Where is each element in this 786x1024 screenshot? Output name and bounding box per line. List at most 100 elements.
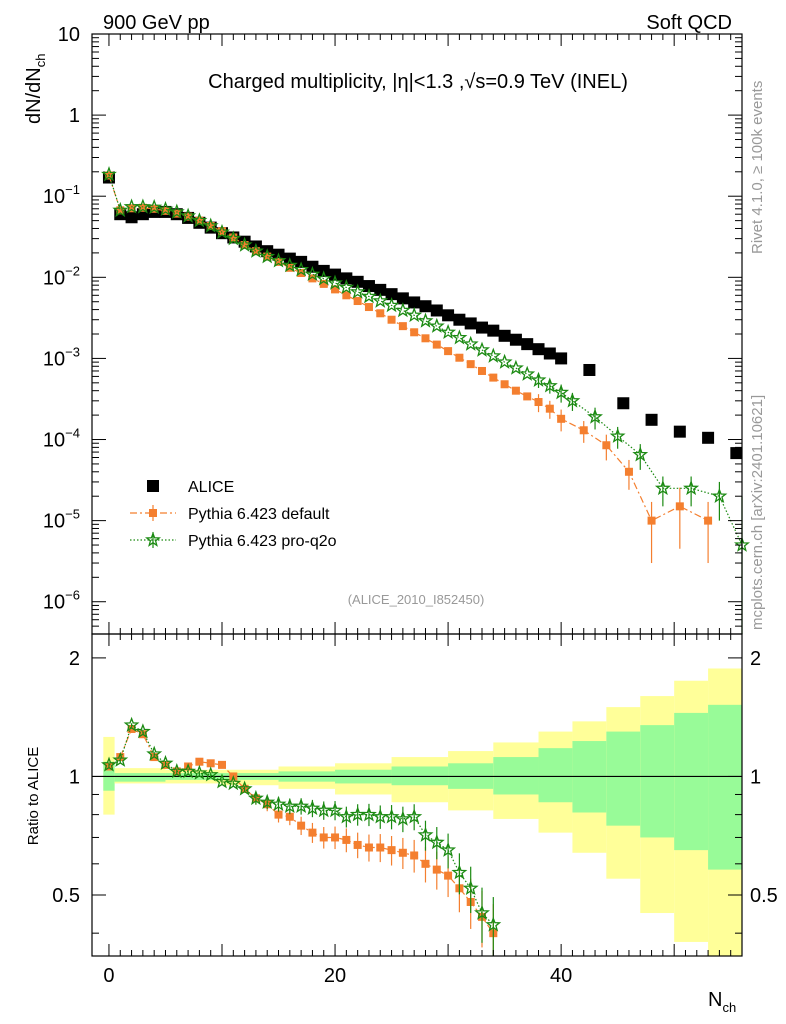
ratio-point bbox=[319, 833, 328, 842]
inner-band bbox=[674, 712, 709, 851]
data-point bbox=[374, 283, 387, 296]
ratio-tick-label-left: 1 bbox=[69, 766, 80, 788]
data-point bbox=[157, 200, 174, 217]
data-point bbox=[361, 288, 377, 304]
data-point bbox=[364, 303, 373, 312]
legend-label-pythia-pro-q2o: Pythia 6.423 pro-q2o bbox=[188, 533, 337, 550]
data-point bbox=[543, 347, 556, 360]
data-point bbox=[702, 431, 715, 444]
legend-marker-pythia-default bbox=[149, 509, 157, 517]
data-point bbox=[218, 227, 226, 236]
ratio-point bbox=[157, 754, 174, 771]
data-point bbox=[308, 274, 317, 283]
data-point bbox=[673, 425, 686, 438]
ratio-plot-frame bbox=[91, 633, 743, 957]
ratio-point bbox=[180, 763, 197, 779]
ratio-tick-label-right: 2 bbox=[750, 648, 761, 670]
data-point bbox=[711, 487, 728, 504]
ratio-point bbox=[206, 759, 215, 768]
data-point bbox=[385, 288, 398, 301]
ratio-point bbox=[394, 810, 411, 826]
ratio-point bbox=[308, 828, 317, 837]
ratio-point bbox=[327, 801, 343, 818]
data-point bbox=[138, 203, 147, 212]
data-point bbox=[545, 404, 554, 413]
data-point bbox=[453, 313, 466, 326]
data-point bbox=[270, 252, 287, 268]
rivet-label: Rivet 4.1.0, ≥ 100k events bbox=[749, 81, 766, 254]
ratio-plot-data bbox=[101, 716, 502, 956]
data-point bbox=[304, 265, 321, 282]
ratio-point bbox=[331, 833, 340, 842]
data-point bbox=[229, 233, 238, 242]
data-point bbox=[315, 270, 332, 286]
data-point bbox=[534, 398, 543, 407]
ratio-point bbox=[127, 724, 136, 733]
data-point bbox=[410, 328, 419, 337]
data-point bbox=[180, 207, 197, 223]
ratio-point bbox=[191, 764, 208, 780]
data-point bbox=[127, 204, 136, 213]
data-point bbox=[440, 323, 457, 339]
ratio-point bbox=[376, 843, 385, 852]
data-point bbox=[511, 386, 520, 395]
data-point bbox=[331, 285, 340, 294]
data-point bbox=[485, 347, 502, 363]
ratio-point bbox=[353, 840, 362, 849]
data-point bbox=[125, 211, 138, 224]
legend-item-pythia-pro-q2o: Pythia 6.423 pro-q2o bbox=[130, 531, 337, 550]
ratio-point bbox=[101, 756, 117, 772]
x-tick-label: 40 bbox=[550, 965, 572, 987]
data-point bbox=[327, 274, 343, 290]
inner-band bbox=[606, 731, 641, 826]
ratio-point bbox=[444, 871, 453, 880]
data-point bbox=[432, 340, 441, 349]
data-point bbox=[442, 309, 455, 322]
data-point bbox=[617, 397, 630, 410]
data-point bbox=[509, 333, 522, 346]
ratio-point bbox=[134, 723, 151, 739]
analysis-tag: (ALICE_2010_I852450) bbox=[348, 592, 485, 607]
data-point bbox=[704, 516, 713, 525]
data-point bbox=[101, 166, 117, 182]
data-point bbox=[555, 352, 568, 365]
data-point bbox=[394, 302, 411, 318]
ratio-point bbox=[417, 826, 434, 842]
ratio-point bbox=[112, 751, 129, 767]
data-point bbox=[293, 261, 310, 277]
ratio-point bbox=[432, 865, 441, 874]
data-point bbox=[329, 268, 342, 281]
data-point bbox=[478, 366, 486, 375]
data-point bbox=[466, 360, 475, 369]
legend-label-pythia-default: Pythia 6.423 default bbox=[188, 506, 330, 523]
ratio-point bbox=[297, 821, 306, 830]
data-point bbox=[342, 291, 351, 300]
data-point bbox=[421, 334, 430, 343]
x-tick-label: 20 bbox=[324, 965, 346, 987]
ratio-point bbox=[116, 753, 125, 762]
data-point bbox=[319, 279, 328, 288]
data-point bbox=[624, 467, 633, 476]
data-point bbox=[444, 347, 453, 356]
y-tick-label: 10−1 bbox=[43, 182, 80, 208]
data-point bbox=[487, 324, 500, 337]
ratio-point bbox=[342, 835, 351, 844]
data-point bbox=[112, 201, 129, 218]
data-point bbox=[398, 322, 407, 331]
legend-item-pythia-default: Pythia 6.423 default bbox=[130, 505, 330, 523]
data-point bbox=[553, 384, 570, 400]
ratio-point bbox=[123, 716, 140, 732]
data-point bbox=[602, 441, 611, 450]
data-point bbox=[202, 217, 219, 233]
ratio-point bbox=[259, 793, 276, 810]
data-point bbox=[236, 236, 253, 252]
ratio-point bbox=[440, 841, 457, 857]
data-point bbox=[240, 241, 249, 250]
ratio-point bbox=[387, 846, 396, 855]
data-point bbox=[172, 209, 181, 218]
data-point bbox=[647, 516, 656, 525]
data-point bbox=[116, 206, 125, 215]
data-point bbox=[281, 257, 298, 273]
inner-band bbox=[114, 773, 166, 782]
ratio-point bbox=[338, 808, 355, 824]
